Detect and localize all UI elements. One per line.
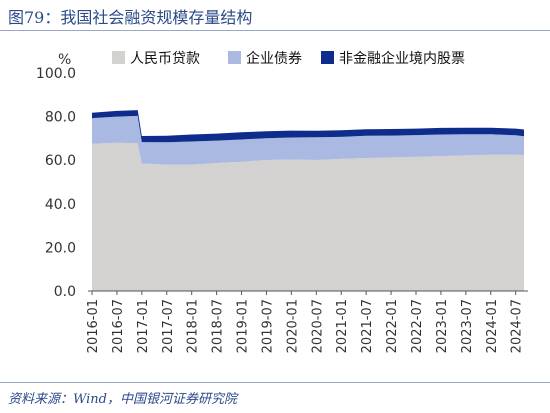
x-tick-label: 2024-01: [485, 299, 500, 353]
chart-title: 图79：我国社会融资规模存量结构: [8, 8, 253, 27]
legend-swatch-2: [228, 51, 241, 64]
legend-label-3: 非金融企业境内股票: [339, 50, 465, 67]
x-tick-label: 2016-01: [86, 299, 101, 353]
y-tick-label: 20.0: [45, 240, 76, 256]
title-divider: [0, 30, 550, 31]
x-tick-label: 2021-07: [360, 299, 375, 353]
legend-label-2: 企业债券: [246, 50, 302, 67]
x-tick-label: 2018-01: [186, 299, 201, 353]
y-tick-label: 60.0: [45, 153, 76, 169]
x-tick-label: 2019-07: [260, 299, 275, 353]
x-tick-label: 2022-01: [385, 299, 400, 353]
area-series-2: [92, 115, 524, 165]
x-tick-label: 2016-07: [111, 299, 126, 353]
x-tick-label: 2020-07: [310, 299, 325, 353]
x-tick-label: 2018-07: [211, 299, 226, 353]
legend: 人民币贷款 企业债券 非金融企业境内股票: [112, 50, 465, 67]
y-tick-label: 100.0: [36, 66, 76, 82]
x-tick-label: 2017-07: [161, 299, 176, 353]
source-divider: [0, 382, 550, 383]
y-tick-label: 0.0: [54, 284, 76, 300]
source-note: 资料来源：Wind，中国银河证券研究院: [8, 392, 237, 407]
area-series-group: [92, 110, 524, 291]
area-series-1: [92, 142, 524, 291]
legend-swatch-1: [112, 51, 125, 64]
x-tick-label: 2017-01: [136, 299, 151, 353]
x-tick-label: 2024-07: [510, 299, 525, 353]
y-tick-label: 80.0: [45, 110, 76, 126]
x-tick-label: 2023-07: [460, 299, 475, 353]
y-tick-label: 40.0: [45, 197, 76, 213]
legend-label-1: 人民币贷款: [130, 51, 200, 67]
x-tick-label: 2020-01: [285, 299, 300, 353]
legend-swatch-3: [321, 51, 334, 64]
y-unit-label: %: [58, 52, 71, 68]
area-series-3: [92, 110, 524, 143]
x-tick-label: 2022-07: [410, 299, 425, 353]
axes-group: 0.0 20.0 40.0 60.0 80.0 100.0% 2016-01 2016-07 2…: [36, 52, 528, 353]
x-tick-label: 2021-01: [335, 299, 350, 353]
x-tick-label: 2019-01: [236, 299, 251, 353]
x-tick-label: 2023-01: [435, 299, 450, 353]
